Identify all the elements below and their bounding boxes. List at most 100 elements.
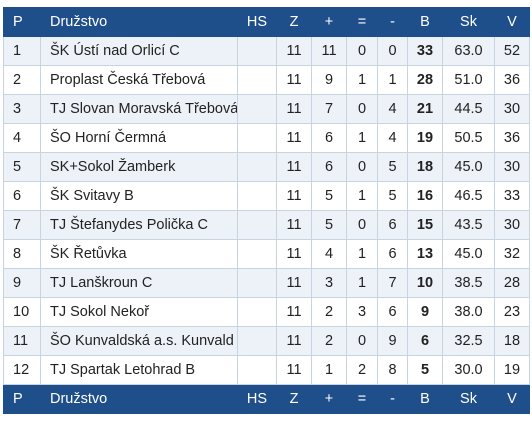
cell-v: 28 (494, 268, 530, 298)
cell-wins: 9 (311, 65, 347, 95)
cell-score: 44.5 (442, 94, 495, 124)
footer-losses[interactable]: - (377, 384, 408, 414)
cell-score: 30.0 (442, 355, 495, 385)
cell-pos: 10 (3, 297, 41, 327)
cell-hs (237, 355, 277, 385)
cell-played: 11 (276, 123, 312, 153)
cell-score: 45.0 (442, 239, 495, 269)
cell-points: 21 (407, 94, 443, 124)
table-row[interactable]: 11 ŠO Kunvaldská a.s. Kunvald 11 2 0 9 6 32.5 18 (3, 326, 530, 356)
header-losses[interactable]: - (377, 7, 408, 37)
cell-score: 63.0 (442, 36, 495, 66)
footer-team[interactable]: Družstvo (40, 384, 238, 414)
table-row[interactable]: 2 Proplast Česká Třebová 11 9 1 1 28 51.0 36 (3, 65, 530, 95)
cell-v: 30 (494, 152, 530, 182)
table-row[interactable]: 6 ŠK Svitavy B 11 5 1 5 16 46.5 33 (3, 181, 530, 211)
cell-team: TJ Spartak Letohrad B (40, 355, 238, 385)
cell-score: 32.5 (442, 326, 495, 356)
cell-wins: 6 (311, 152, 347, 182)
cell-team: TJ Sokol Nekoř (40, 297, 238, 327)
header-draws[interactable]: = (346, 7, 378, 37)
cell-points: 19 (407, 123, 443, 153)
cell-score: 43.5 (442, 210, 495, 240)
table-row[interactable]: 3 TJ Slovan Moravská Třebová 11 7 0 4 21 44.5 30 (3, 94, 530, 124)
table-row[interactable]: 7 TJ Štefanydes Polička C 11 5 0 6 15 43.5 30 (3, 210, 530, 240)
cell-team: SK+Sokol Žamberk (40, 152, 238, 182)
table-row[interactable]: 1 ŠK Ústí nad Orlicí C 11 11 0 0 33 63.0 52 (3, 36, 530, 66)
footer-draws[interactable]: = (346, 384, 378, 414)
cell-hs (237, 152, 277, 182)
header-points[interactable]: B (407, 7, 443, 37)
table-row[interactable]: 5 SK+Sokol Žamberk 11 6 0 5 18 45.0 30 (3, 152, 530, 182)
footer-played[interactable]: Z (276, 384, 312, 414)
cell-team: ŠO Horní Čermná (40, 123, 238, 153)
cell-team: TJ Lanškroun C (40, 268, 238, 298)
cell-hs (237, 94, 277, 124)
header-v[interactable]: V (494, 7, 530, 37)
cell-pos: 5 (3, 152, 41, 182)
cell-team: ŠK Svitavy B (40, 181, 238, 211)
cell-team: Proplast Česká Třebová (40, 65, 238, 95)
cell-played: 11 (276, 210, 312, 240)
cell-score: 38.0 (442, 297, 495, 327)
cell-v: 33 (494, 181, 530, 211)
table-header: P Družstvo HS Z + = - B Sk V (3, 7, 530, 37)
cell-losses: 6 (377, 297, 408, 327)
cell-draws: 1 (346, 181, 378, 211)
cell-pos: 12 (3, 355, 41, 385)
cell-team: TJ Slovan Moravská Třebová (40, 94, 238, 124)
table-footer: P Družstvo HS Z + = - B Sk V (3, 384, 530, 414)
cell-wins: 3 (311, 268, 347, 298)
cell-wins: 2 (311, 297, 347, 327)
cell-losses: 7 (377, 268, 408, 298)
footer-points[interactable]: B (407, 384, 443, 414)
cell-points: 18 (407, 152, 443, 182)
table-body: 1 ŠK Ústí nad Orlicí C 11 11 0 0 33 63.0 52 2 Prop… (3, 36, 530, 385)
cell-v: 19 (494, 355, 530, 385)
cell-v: 23 (494, 297, 530, 327)
cell-score: 46.5 (442, 181, 495, 211)
cell-wins: 11 (311, 36, 347, 66)
cell-played: 11 (276, 326, 312, 356)
cell-draws: 0 (346, 152, 378, 182)
table-row[interactable]: 8 ŠK Řetůvka 11 4 1 6 13 45.0 32 (3, 239, 530, 269)
cell-v: 32 (494, 239, 530, 269)
cell-draws: 1 (346, 65, 378, 95)
cell-hs (237, 210, 277, 240)
header-score[interactable]: Sk (442, 7, 495, 37)
cell-played: 11 (276, 355, 312, 385)
cell-v: 52 (494, 36, 530, 66)
cell-draws: 1 (346, 268, 378, 298)
footer-hs[interactable]: HS (237, 384, 277, 414)
cell-losses: 9 (377, 326, 408, 356)
table-row[interactable]: 10 TJ Sokol Nekoř 11 2 3 6 9 38.0 23 (3, 297, 530, 327)
cell-hs (237, 65, 277, 95)
header-pos[interactable]: P (3, 7, 41, 37)
cell-hs (237, 36, 277, 66)
footer-wins[interactable]: + (311, 384, 347, 414)
table-row[interactable]: 12 TJ Spartak Letohrad B 11 1 2 8 5 30.0 19 (3, 355, 530, 385)
cell-points: 6 (407, 326, 443, 356)
cell-points: 16 (407, 181, 443, 211)
cell-wins: 2 (311, 326, 347, 356)
footer-v[interactable]: V (494, 384, 530, 414)
table-row[interactable]: 9 TJ Lanškroun C 11 3 1 7 10 38.5 28 (3, 268, 530, 298)
cell-team: ŠO Kunvaldská a.s. Kunvald (40, 326, 238, 356)
footer-pos[interactable]: P (3, 384, 41, 414)
cell-hs (237, 326, 277, 356)
cell-draws: 1 (346, 123, 378, 153)
table-row[interactable]: 4 ŠO Horní Čermná 11 6 1 4 19 50.5 36 (3, 123, 530, 153)
header-wins[interactable]: + (311, 7, 347, 37)
cell-wins: 5 (311, 181, 347, 211)
footer-score[interactable]: Sk (442, 384, 495, 414)
header-hs[interactable]: HS (237, 7, 277, 37)
cell-v: 18 (494, 326, 530, 356)
cell-score: 51.0 (442, 65, 495, 95)
header-team[interactable]: Družstvo (40, 7, 238, 37)
header-row: P Družstvo HS Z + = - B Sk V (3, 7, 530, 37)
cell-losses: 6 (377, 239, 408, 269)
cell-score: 38.5 (442, 268, 495, 298)
cell-hs (237, 297, 277, 327)
cell-draws: 2 (346, 355, 378, 385)
header-played[interactable]: Z (276, 7, 312, 37)
